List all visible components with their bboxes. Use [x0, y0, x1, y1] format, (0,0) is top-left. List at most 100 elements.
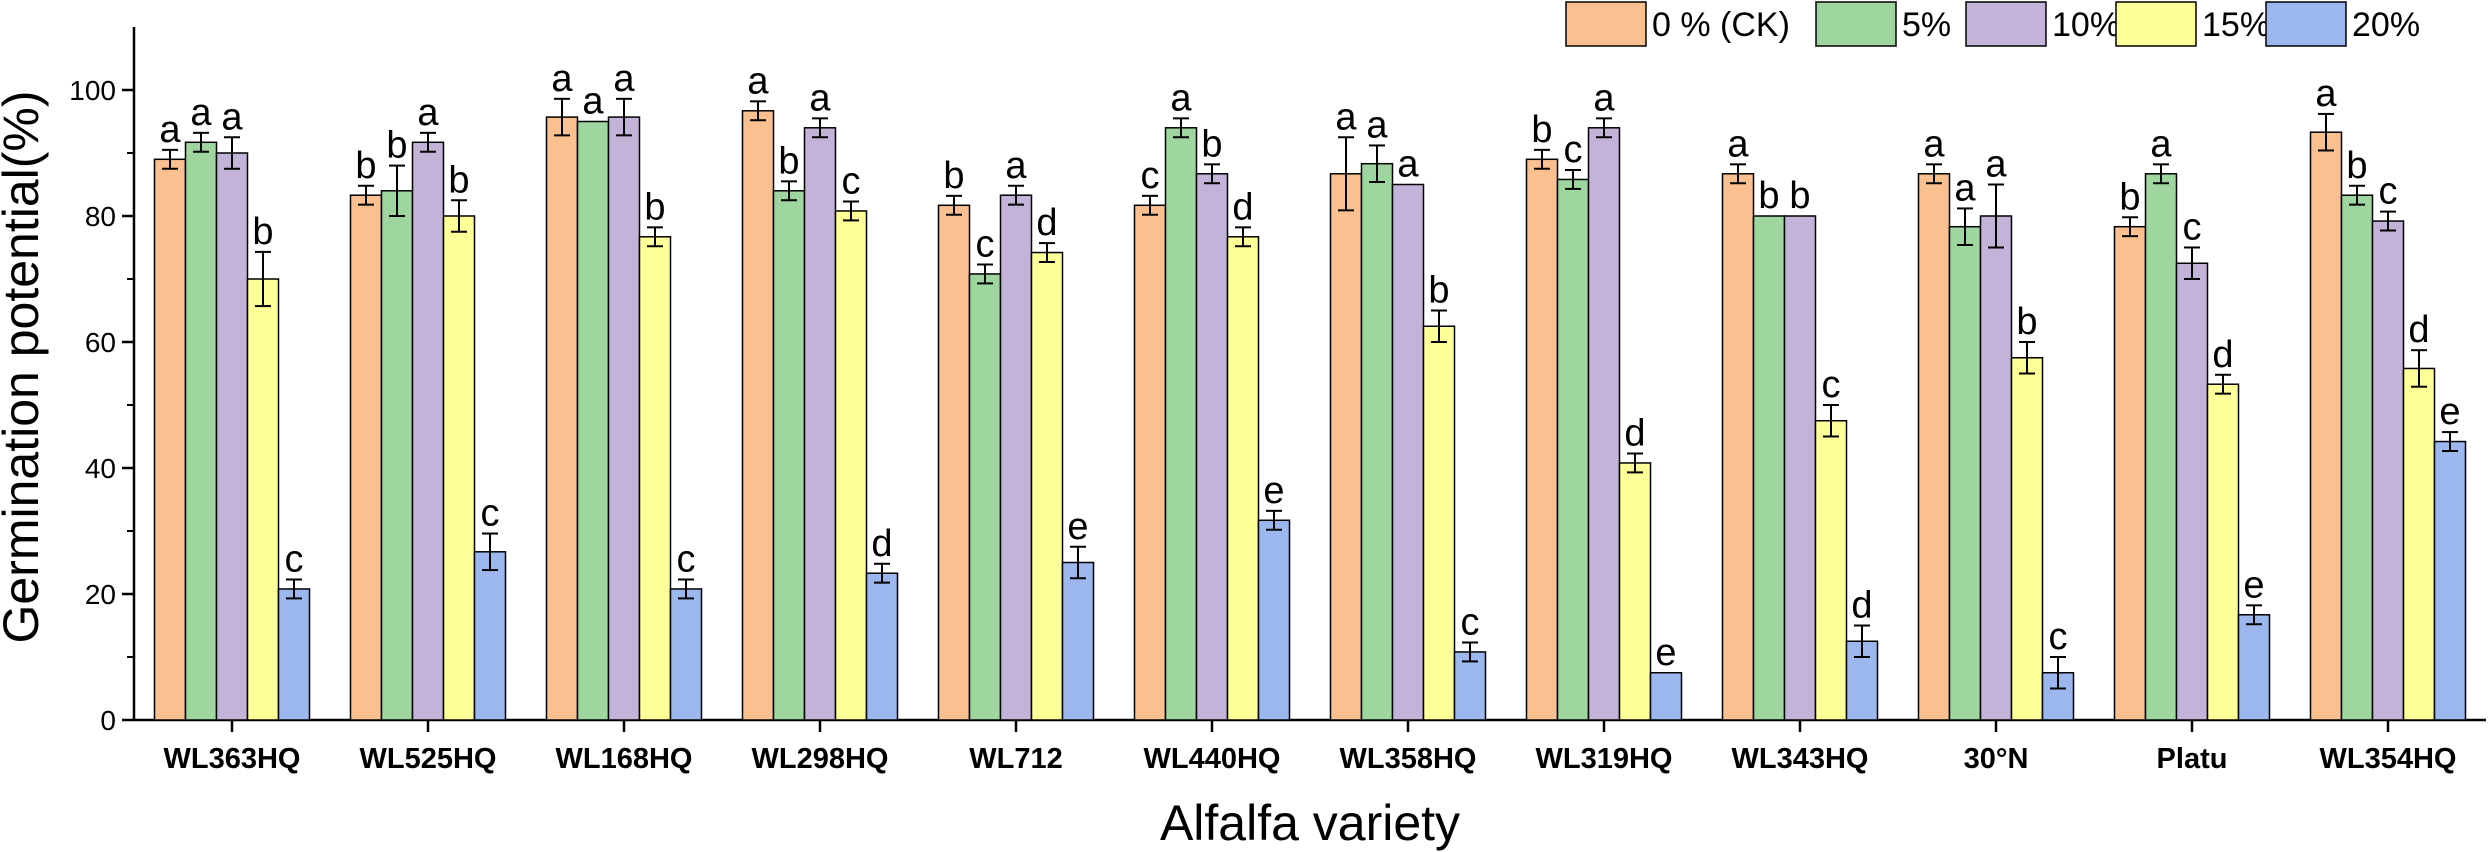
- significance-letter: c: [481, 493, 500, 535]
- significance-letter: b: [355, 145, 376, 187]
- significance-letter: a: [613, 58, 635, 100]
- legend-swatch: [1965, 1, 2047, 47]
- significance-letter: d: [2408, 309, 2429, 351]
- significance-letter: c: [1141, 155, 1160, 197]
- bar: [2371, 220, 2405, 721]
- significance-letter: a: [1366, 104, 1388, 146]
- significance-letter: a: [2150, 123, 2172, 165]
- bar: [1329, 173, 1363, 721]
- bar: [638, 236, 672, 721]
- x-tick-label: WL440HQ: [1144, 743, 1281, 775]
- bar: [277, 588, 311, 721]
- bar: [1917, 173, 1951, 721]
- bar: [1195, 173, 1229, 721]
- significance-letter: c: [2183, 207, 2202, 249]
- bar: [1257, 519, 1291, 721]
- bar: [1721, 173, 1755, 721]
- significance-letter: b: [252, 211, 273, 253]
- significance-letter: a: [582, 81, 604, 123]
- significance-letter: a: [1005, 145, 1027, 187]
- significance-letter: a: [1335, 96, 1357, 138]
- bar: [1164, 127, 1198, 721]
- significance-letter: c: [1564, 129, 1583, 171]
- significance-letter: d: [871, 523, 892, 565]
- significance-letter: a: [809, 77, 831, 119]
- bar: [2113, 225, 2147, 721]
- x-tick-label: WL525HQ: [360, 743, 497, 775]
- bar: [834, 210, 868, 721]
- bar: [1360, 162, 1394, 721]
- bar: [1979, 215, 2013, 721]
- legend-swatch: [1815, 1, 1897, 47]
- significance-letter: b: [448, 159, 469, 201]
- significance-letter: b: [2119, 176, 2140, 218]
- bar: [1649, 672, 1683, 721]
- bar: [473, 551, 507, 721]
- significance-letter: d: [1851, 585, 1872, 627]
- legend: 0 % (CK) 5% 10% 15% 20%: [1565, 1, 2420, 47]
- y-tick-label: 100: [69, 75, 116, 106]
- x-tick-label: WL343HQ: [1732, 743, 1869, 775]
- bar: [1752, 215, 1786, 721]
- bar: [1587, 127, 1621, 721]
- bar: [2340, 194, 2374, 721]
- y-tick-label: 20: [85, 579, 116, 610]
- significance-letter: a: [221, 96, 243, 138]
- x-tick-label: WL354HQ: [2320, 743, 2457, 775]
- bar: [153, 158, 187, 721]
- bar: [2175, 262, 2209, 721]
- bar: [741, 110, 775, 721]
- bar: [2433, 440, 2467, 721]
- bar: [772, 190, 806, 721]
- significance-letter: d: [1624, 413, 1645, 455]
- legend-swatch: [2265, 1, 2347, 47]
- significance-letter: b: [1428, 270, 1449, 312]
- y-tick-label: 40: [85, 453, 116, 484]
- axes: [122, 27, 2486, 732]
- bar: [1783, 215, 1817, 721]
- significance-letter: c: [1822, 364, 1841, 406]
- bar: [1814, 420, 1848, 721]
- significance-letter: b: [386, 125, 407, 167]
- bar: [545, 116, 579, 721]
- legend-swatch: [2115, 1, 2197, 47]
- bar: [1030, 251, 1064, 721]
- x-tick-label: WL363HQ: [164, 743, 301, 775]
- significance-letter: b: [1201, 123, 1222, 165]
- significance-letter: b: [644, 186, 665, 228]
- bar: [442, 215, 476, 721]
- legend-label: 20%: [2352, 6, 2420, 44]
- bar: [1226, 236, 1260, 721]
- significance-letter: c: [285, 539, 304, 581]
- legend-swatch: [1565, 1, 1647, 47]
- y-tick-labels: 0 20 40 60 80 100: [69, 75, 116, 736]
- legend-label: 10%: [2052, 6, 2120, 44]
- significance-letter: d: [1036, 202, 1057, 244]
- significance-letter: b: [1789, 175, 1810, 217]
- x-tick-label: Platu: [2157, 743, 2228, 775]
- x-tick-label: WL712: [969, 743, 1062, 775]
- bar: [937, 204, 971, 721]
- significance-letter: e: [1067, 506, 1088, 548]
- bar: [999, 194, 1033, 721]
- significance-letter: a: [1923, 123, 1945, 165]
- significance-letter: e: [2439, 391, 2460, 433]
- significance-letter: a: [551, 58, 573, 100]
- bar: [215, 152, 249, 721]
- y-tick-label: 80: [85, 201, 116, 232]
- x-tick-label: WL319HQ: [1536, 743, 1673, 775]
- significance-letter: c: [2049, 616, 2068, 658]
- significance-letter: b: [943, 155, 964, 197]
- legend-label: 5%: [1902, 6, 1951, 44]
- significance-letter: c: [842, 161, 861, 203]
- significance-letter: a: [159, 109, 181, 151]
- x-tick-label: 30°N: [1964, 743, 2029, 775]
- significance-letter: b: [1758, 175, 1779, 217]
- significance-letter: e: [1263, 470, 1284, 512]
- y-axis-title: Germination potential(%): [0, 90, 49, 643]
- significance-letter: a: [190, 92, 212, 134]
- legend-label: 0 % (CK): [1652, 6, 1790, 44]
- bar: [1556, 178, 1590, 721]
- bar: [380, 190, 414, 721]
